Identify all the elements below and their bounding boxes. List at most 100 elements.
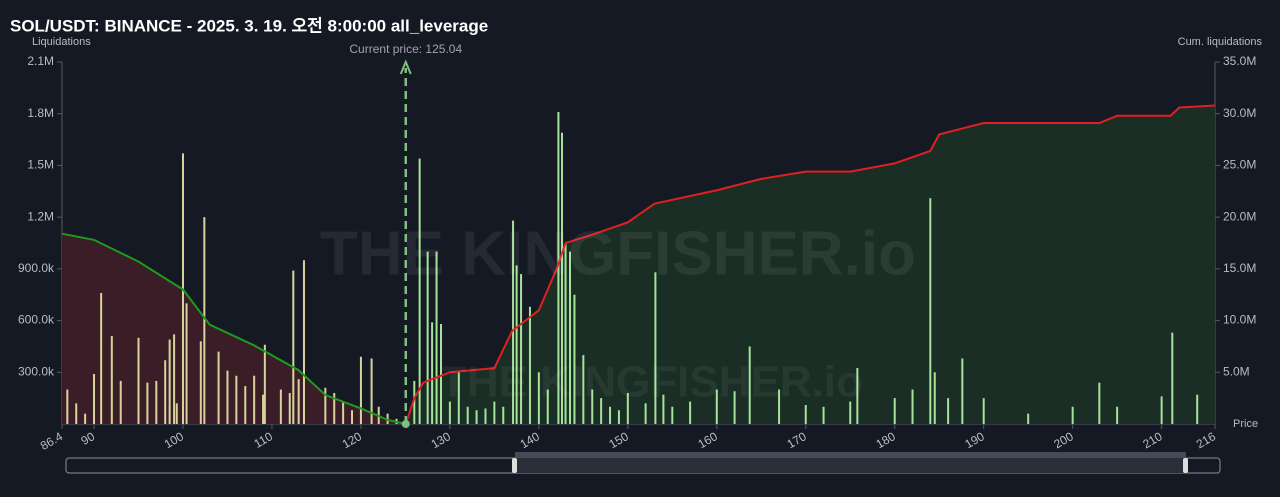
- bar: [1098, 382, 1101, 424]
- bar: [466, 406, 469, 424]
- annotation: Current price: 125.04: [349, 42, 462, 56]
- bar: [359, 356, 362, 424]
- bar: [537, 372, 540, 424]
- bar: [600, 398, 603, 424]
- bar: [568, 251, 571, 424]
- area: [62, 233, 406, 424]
- bar: [137, 337, 140, 424]
- bar: [560, 132, 563, 424]
- bar: [333, 392, 336, 424]
- x-tick-label: 90: [79, 429, 98, 448]
- bar: [484, 408, 487, 424]
- bar: [75, 403, 78, 424]
- bar: [342, 401, 345, 424]
- bar: [626, 392, 629, 424]
- bar: [168, 339, 171, 424]
- bar: [778, 389, 781, 424]
- bar: [591, 389, 594, 424]
- bar: [609, 406, 612, 424]
- y-axis-label: Liquidations: [32, 36, 91, 48]
- current-price-arrow: [399, 59, 412, 75]
- bar: [93, 374, 96, 424]
- bar: [520, 274, 523, 424]
- scroll-handle[interactable]: [1183, 458, 1188, 473]
- bar: [1196, 394, 1199, 424]
- y2-tick-label: 30.0M: [1223, 106, 1256, 120]
- bar: [557, 111, 560, 424]
- bar: [244, 386, 247, 424]
- current-price-dot: [401, 420, 410, 428]
- bar: [1116, 406, 1119, 424]
- bar: [856, 367, 859, 424]
- y-tick-label: 2.1M: [27, 54, 54, 68]
- bar: [961, 358, 964, 424]
- bar: [929, 198, 932, 424]
- bar: [528, 306, 531, 424]
- bar: [1160, 396, 1163, 424]
- bar: [324, 387, 327, 424]
- watermarks: THE KINGFISHER.io THE KINGFISHER.io: [320, 219, 916, 406]
- y-tick-label: 300.0k: [18, 364, 55, 378]
- y-tick-label: 1.8M: [27, 106, 54, 120]
- bar: [911, 389, 914, 424]
- bar: [617, 410, 620, 424]
- scrollbar[interactable]: [65, 452, 1221, 474]
- bar: [947, 398, 950, 424]
- bar: [262, 394, 265, 424]
- bar: [155, 380, 158, 424]
- bar: [689, 401, 692, 424]
- bar: [733, 391, 736, 424]
- bar: [573, 294, 576, 424]
- bar: [715, 389, 718, 424]
- bar: [203, 217, 206, 424]
- bar: [217, 351, 220, 424]
- bar: [582, 355, 585, 424]
- y2-tick-label: 5.0M: [1223, 364, 1250, 378]
- bar: [564, 243, 567, 424]
- bar: [66, 389, 69, 424]
- bar: [515, 265, 518, 424]
- chart-title: SOL/USDT: BINANCE - 2025. 3. 19. 오전 8:00…: [10, 16, 488, 35]
- bar: [110, 336, 113, 424]
- y-tick-label: 900.0k: [18, 261, 55, 275]
- bar: [804, 405, 807, 424]
- y2-axis-label: Cum. liquidations: [1178, 36, 1263, 48]
- line: [61, 232, 406, 425]
- y2-tick-label: 20.0M: [1223, 209, 1256, 223]
- line: [404, 104, 1216, 425]
- bar: [370, 358, 373, 424]
- bar: [933, 372, 936, 424]
- bar: [100, 292, 103, 424]
- bar: [263, 344, 266, 424]
- bar: [175, 403, 178, 424]
- scroll-grip[interactable]: [515, 452, 1186, 458]
- bar: [493, 401, 496, 424]
- bar: [418, 158, 421, 425]
- bar: [1171, 332, 1174, 424]
- y-tick-label: 1.5M: [27, 158, 54, 172]
- bar: [302, 260, 305, 424]
- scroll-handle[interactable]: [512, 458, 517, 473]
- y2-tick-label: 35.0M: [1223, 54, 1256, 68]
- bar: [654, 272, 657, 424]
- bar: [475, 410, 478, 424]
- watermark: THE KINGFISHER.io: [320, 219, 916, 288]
- bar: [671, 406, 674, 424]
- bar: [413, 380, 416, 424]
- bar: [173, 334, 176, 424]
- y-tick-label: 1.2M: [27, 209, 54, 223]
- bar: [146, 382, 149, 424]
- bar: [279, 389, 282, 424]
- y-tick-label: 600.0k: [18, 313, 55, 327]
- bar: [448, 401, 451, 424]
- bar: [164, 360, 167, 424]
- y2-tick-label: 15.0M: [1223, 261, 1256, 275]
- bar: [297, 379, 300, 424]
- area: [405, 105, 1216, 424]
- bar: [644, 403, 647, 424]
- bar: [431, 322, 434, 424]
- bar: [748, 346, 751, 424]
- bar: [1071, 406, 1074, 424]
- bar: [185, 303, 188, 424]
- bar: [457, 372, 460, 424]
